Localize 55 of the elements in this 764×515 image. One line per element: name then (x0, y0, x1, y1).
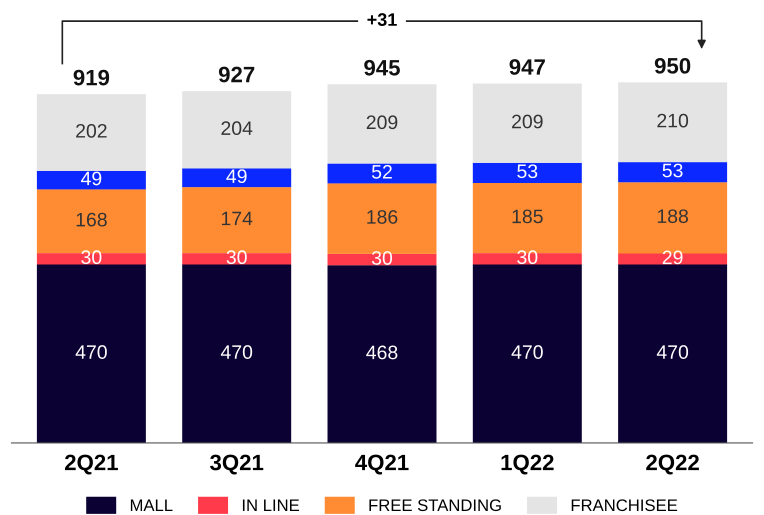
data-label: 186 (367, 210, 398, 224)
data-label: 204 (221, 121, 252, 136)
data-label: 470 (76, 345, 107, 359)
bar (182, 168, 292, 188)
data-label: 29 (662, 250, 683, 264)
data-label: 53 (517, 164, 538, 178)
x-tick-label: 2Q22 (646, 454, 699, 474)
x-tick-label: 4Q21 (355, 454, 409, 474)
bar (472, 162, 582, 183)
legend-label: IN LINE (242, 499, 300, 511)
x-tick-label: 1Q22 (502, 454, 554, 474)
total-label: 950 (654, 58, 690, 74)
bar (618, 264, 728, 443)
bar (472, 264, 582, 443)
data-label: 52 (372, 164, 392, 179)
data-label: 470 (656, 345, 688, 359)
legend-label: FRANCHISEE (572, 499, 678, 512)
total-label: 927 (218, 66, 254, 82)
legend-label: FREE STANDING (369, 499, 501, 512)
bar (182, 264, 292, 443)
x-tick-label: 2Q21 (64, 454, 118, 474)
bar (328, 164, 436, 184)
bar (36, 94, 146, 171)
data-label: 470 (220, 345, 252, 359)
bar (182, 91, 292, 169)
data-label: 174 (222, 212, 252, 226)
data-label: 168 (76, 212, 107, 227)
data-label: 30 (81, 250, 102, 264)
data-label: 468 (366, 346, 398, 360)
data-label: 470 (512, 345, 543, 359)
data-label: 202 (76, 124, 107, 138)
data-label: 49 (226, 169, 247, 184)
legend-label: MALL (130, 499, 173, 511)
data-label: 188 (658, 209, 688, 224)
data-label: 30 (372, 251, 392, 265)
data-label: 49 (81, 172, 102, 186)
x-tick-label: 3Q21 (210, 454, 264, 474)
data-label: 185 (512, 210, 543, 224)
data-label: 210 (657, 114, 688, 128)
bar (36, 170, 146, 190)
bar (36, 264, 146, 443)
total-label: 919 (74, 70, 110, 86)
bar (328, 265, 436, 443)
text: +31 (367, 13, 397, 26)
data-label: 30 (226, 250, 247, 264)
bar (618, 162, 728, 182)
total-label: 947 (510, 59, 545, 75)
data-label: 209 (366, 115, 398, 130)
data-label: 30 (517, 250, 538, 264)
total-label: 945 (364, 60, 400, 76)
data-label: 209 (512, 114, 543, 128)
bar (472, 84, 582, 163)
bar (328, 84, 436, 164)
bar (618, 82, 728, 162)
data-label: 53 (662, 164, 683, 178)
